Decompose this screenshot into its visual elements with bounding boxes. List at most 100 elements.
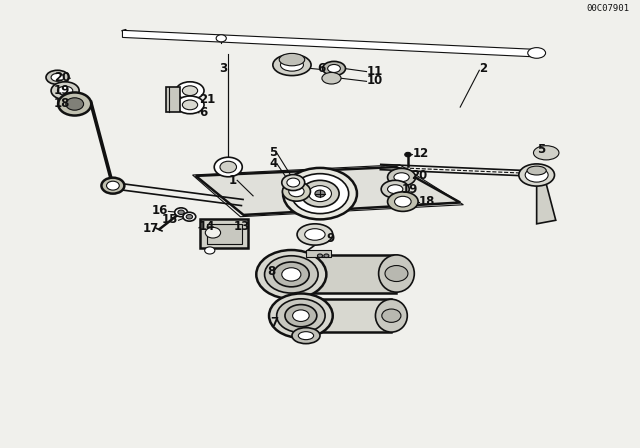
Text: 11: 11	[367, 65, 383, 78]
Ellipse shape	[279, 53, 305, 66]
Circle shape	[214, 157, 243, 177]
Text: 12: 12	[412, 147, 429, 160]
Circle shape	[273, 262, 309, 287]
Bar	[315, 299, 392, 332]
Text: 16: 16	[152, 204, 168, 217]
Text: 5: 5	[537, 143, 545, 156]
Text: 17: 17	[143, 222, 159, 235]
Ellipse shape	[66, 98, 84, 110]
Text: 00C07901: 00C07901	[586, 4, 629, 13]
Circle shape	[256, 250, 326, 299]
Ellipse shape	[51, 73, 64, 82]
Circle shape	[301, 181, 339, 207]
Ellipse shape	[379, 255, 414, 292]
Ellipse shape	[381, 181, 409, 198]
Text: 20: 20	[54, 71, 70, 84]
Circle shape	[292, 310, 309, 322]
Circle shape	[382, 309, 401, 323]
Ellipse shape	[534, 146, 559, 160]
Circle shape	[315, 190, 325, 197]
Bar	[200, 220, 248, 248]
Text: 21: 21	[199, 93, 215, 106]
Circle shape	[308, 185, 332, 202]
Circle shape	[264, 256, 318, 293]
Ellipse shape	[394, 173, 409, 181]
Ellipse shape	[176, 96, 204, 114]
Circle shape	[269, 293, 333, 338]
Ellipse shape	[58, 92, 92, 116]
Text: 5: 5	[269, 146, 277, 159]
Ellipse shape	[280, 59, 303, 71]
Circle shape	[324, 254, 329, 258]
Circle shape	[287, 178, 300, 187]
Circle shape	[385, 266, 408, 281]
Ellipse shape	[394, 196, 411, 207]
Ellipse shape	[305, 228, 325, 240]
Circle shape	[220, 161, 237, 173]
Circle shape	[183, 212, 196, 221]
Text: 20: 20	[411, 169, 428, 182]
Bar	[207, 224, 242, 244]
Circle shape	[175, 208, 188, 217]
Text: 4: 4	[269, 157, 277, 170]
Bar	[306, 250, 332, 257]
Circle shape	[291, 174, 349, 214]
Ellipse shape	[322, 73, 341, 84]
Text: 6: 6	[317, 62, 325, 75]
Text: 18: 18	[419, 195, 435, 208]
Ellipse shape	[528, 47, 545, 58]
Circle shape	[178, 210, 184, 215]
Polygon shape	[537, 184, 556, 224]
Circle shape	[205, 247, 215, 254]
Ellipse shape	[58, 86, 73, 95]
Circle shape	[282, 175, 305, 190]
Ellipse shape	[176, 82, 204, 99]
Ellipse shape	[388, 168, 415, 186]
Polygon shape	[122, 30, 537, 57]
Ellipse shape	[182, 100, 198, 110]
Ellipse shape	[182, 86, 198, 95]
Text: 1: 1	[229, 174, 237, 187]
Ellipse shape	[46, 70, 69, 85]
Ellipse shape	[388, 185, 403, 194]
Ellipse shape	[297, 224, 333, 245]
Text: 13: 13	[234, 220, 250, 233]
Circle shape	[317, 254, 323, 258]
Ellipse shape	[376, 299, 407, 332]
Ellipse shape	[273, 54, 311, 76]
Text: 15: 15	[162, 213, 179, 226]
Ellipse shape	[323, 61, 346, 76]
Ellipse shape	[51, 82, 79, 99]
Ellipse shape	[525, 168, 548, 182]
Circle shape	[106, 181, 119, 190]
Circle shape	[289, 186, 304, 197]
Bar	[314, 255, 396, 293]
Text: 10: 10	[367, 74, 383, 87]
Ellipse shape	[527, 166, 546, 175]
Circle shape	[282, 181, 310, 201]
Circle shape	[101, 178, 124, 194]
Text: 18: 18	[54, 97, 70, 110]
Circle shape	[285, 305, 317, 327]
Bar	[166, 87, 180, 112]
Text: 7: 7	[271, 316, 278, 329]
Circle shape	[283, 168, 357, 220]
Ellipse shape	[292, 327, 320, 344]
Ellipse shape	[328, 65, 340, 73]
Polygon shape	[196, 167, 460, 215]
Text: 3: 3	[220, 62, 228, 75]
Text: 9: 9	[326, 232, 335, 245]
Circle shape	[276, 299, 325, 332]
Text: 6: 6	[199, 106, 207, 119]
Text: 19: 19	[401, 183, 418, 196]
Circle shape	[216, 35, 227, 42]
Circle shape	[186, 215, 193, 219]
Text: 19: 19	[54, 84, 70, 97]
Circle shape	[205, 228, 221, 238]
Ellipse shape	[388, 192, 418, 211]
Circle shape	[282, 268, 301, 281]
Circle shape	[404, 152, 411, 157]
Text: 14: 14	[199, 220, 215, 233]
Ellipse shape	[298, 332, 314, 340]
Ellipse shape	[519, 164, 554, 186]
